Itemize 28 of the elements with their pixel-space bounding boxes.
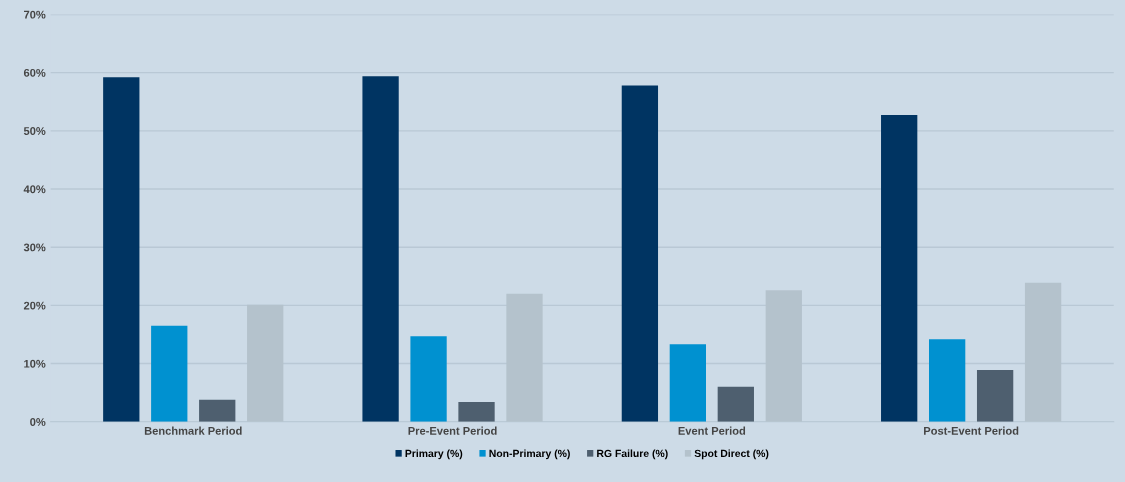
y-tick-label: 60% xyxy=(23,68,46,77)
legend-label: Primary (%) xyxy=(405,449,463,460)
bar xyxy=(976,369,1014,422)
legend-label: Spot Direct (%) xyxy=(694,449,769,460)
y-tick-label: 30% xyxy=(23,243,46,252)
bar xyxy=(458,401,495,422)
y-tick-label: 70% xyxy=(24,10,46,19)
x-tick-label: Pre-Event Period xyxy=(408,426,497,435)
bar xyxy=(103,77,140,422)
x-tick-label: Event Period xyxy=(678,426,746,435)
bar xyxy=(362,76,399,422)
bar xyxy=(881,115,918,422)
bar xyxy=(199,399,236,422)
bar xyxy=(410,336,447,422)
y-tick-label: 50% xyxy=(23,127,46,135)
bar xyxy=(621,85,659,422)
legend-label: Non-Primary (%) xyxy=(489,449,570,460)
bar xyxy=(669,344,706,422)
y-tick-label: 0% xyxy=(30,418,46,426)
y-tick-label: 40% xyxy=(23,185,46,194)
x-tick-label: Benchmark Period xyxy=(144,426,242,435)
bar xyxy=(151,325,188,422)
y-tick-label: 10% xyxy=(24,359,46,368)
legend-label: RG Failure (%) xyxy=(597,449,668,460)
x-tick-label: Post-Event Period xyxy=(924,426,1019,435)
bar xyxy=(929,339,966,422)
y-tick-label: 20% xyxy=(23,301,46,310)
bar xyxy=(717,386,754,422)
